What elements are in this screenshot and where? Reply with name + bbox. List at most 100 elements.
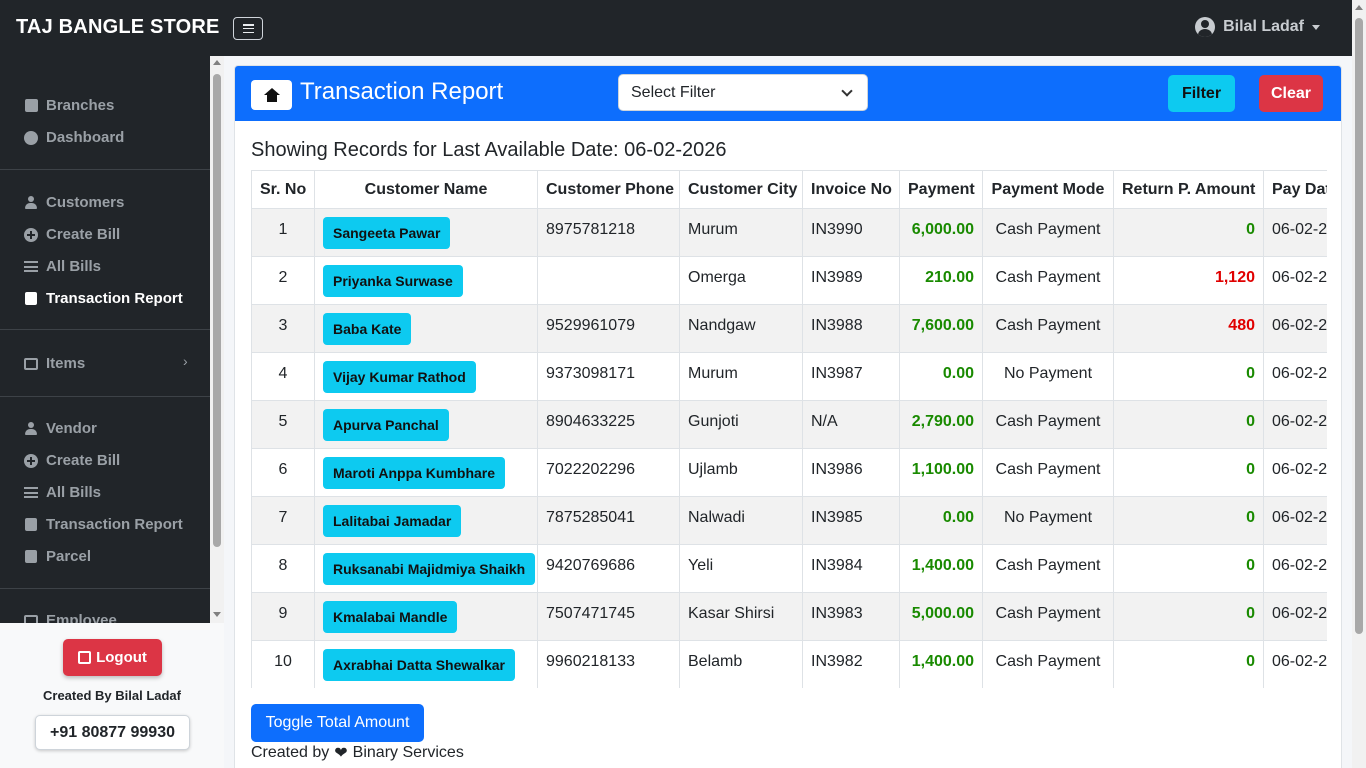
sidebar-item-parcel[interactable]: Parcel bbox=[24, 548, 91, 565]
chevron-right-icon[interactable]: › bbox=[183, 353, 188, 369]
customer-name-badge[interactable]: Vijay Kumar Rathod bbox=[323, 361, 476, 393]
customer-name-badge[interactable]: Axrabhai Datta Shewalkar bbox=[323, 649, 515, 681]
sidebar-item-create-bill[interactable]: Create Bill bbox=[24, 226, 120, 243]
customer-name-badge[interactable]: Maroti Anppa Kumbhare bbox=[323, 457, 506, 489]
sidebar-item-label: Create Bill bbox=[46, 226, 121, 243]
logout-icon bbox=[78, 651, 92, 664]
sidebar-item-branches[interactable]: Branches bbox=[24, 97, 114, 114]
list-icon bbox=[24, 260, 38, 274]
customer-city-cell: Murum bbox=[679, 208, 803, 257]
sidebar-item-customers[interactable]: Customers bbox=[24, 194, 124, 211]
customer-name-badge[interactable]: Kmalabai Mandle bbox=[323, 601, 458, 633]
sidebar-scrollbar[interactable] bbox=[210, 56, 224, 623]
calendar-icon bbox=[24, 518, 38, 532]
logout-button[interactable]: Logout bbox=[63, 639, 162, 676]
filter-select[interactable]: Select Filter bbox=[618, 74, 868, 111]
column-header[interactable]: Invoice No bbox=[802, 170, 900, 209]
customer-phone-cell: 7875285041 bbox=[537, 496, 680, 545]
table-icon bbox=[24, 614, 38, 623]
scroll-up-icon[interactable] bbox=[213, 60, 221, 65]
footer-prefix: Created by bbox=[251, 744, 330, 761]
sidebar-item-items[interactable]: Items bbox=[24, 355, 85, 372]
column-header[interactable]: Sr. No bbox=[251, 170, 315, 209]
filter-button[interactable]: Filter bbox=[1168, 75, 1235, 112]
scrollbar-thumb[interactable] bbox=[213, 74, 221, 547]
pay-date-cell: 06-02-2026 bbox=[1263, 640, 1327, 688]
column-header[interactable]: Payment Mode bbox=[982, 170, 1114, 209]
customer-city-cell: Ujlamb bbox=[679, 448, 803, 497]
sidebar-item-transaction-report[interactable]: Transaction Report bbox=[24, 290, 183, 307]
column-header[interactable]: Customer Phone bbox=[537, 170, 680, 209]
logout-label: Logout bbox=[96, 649, 147, 666]
return-amount-cell: 480 bbox=[1113, 304, 1264, 353]
scroll-down-icon[interactable] bbox=[213, 612, 221, 617]
transaction-table-container[interactable]: Sr. No Customer Name Customer Phone Cust… bbox=[251, 170, 1327, 688]
plus-circle-icon bbox=[24, 227, 38, 242]
user-menu[interactable]: Bilal Ladaf bbox=[1195, 17, 1320, 37]
invoice-no-cell: IN3989 bbox=[802, 256, 900, 305]
sidebar-item-label: All Bills bbox=[46, 258, 102, 275]
sidebar-item-dashboard[interactable]: Dashboard bbox=[24, 129, 124, 146]
customer-name-badge[interactable]: Apurva Panchal bbox=[323, 409, 449, 441]
sidebar-toggle-button[interactable] bbox=[233, 17, 263, 40]
customer-name-badge[interactable]: Priyanka Surwase bbox=[323, 265, 463, 297]
main-content: Transaction Report Select Filter Filter … bbox=[224, 56, 1352, 768]
invoice-no-cell: IN3983 bbox=[802, 592, 900, 641]
customer-name-badge[interactable]: Ruksanabi Majidmiya Shaikh bbox=[323, 553, 536, 585]
calendar-icon bbox=[24, 550, 38, 564]
scrollbar-thumb[interactable] bbox=[1355, 18, 1363, 634]
payment-cell: 210.00 bbox=[899, 256, 983, 305]
column-header[interactable]: Customer City bbox=[679, 170, 803, 209]
customer-phone-cell: 9420769686 bbox=[537, 544, 680, 593]
scroll-up-icon[interactable] bbox=[1355, 5, 1363, 10]
invoice-no-cell: N/A bbox=[802, 400, 900, 449]
customer-name-cell: Ruksanabi Majidmiya Shaikh bbox=[314, 544, 538, 593]
sidebar-item-vendor-all-bills[interactable]: All Bills bbox=[24, 484, 101, 501]
table-row: 5 Apurva Panchal 8904633225 Gunjoti N/A 2,790… bbox=[251, 400, 1327, 449]
page-title: Transaction Report bbox=[300, 78, 504, 105]
sidebar-item-employee[interactable]: Employee bbox=[24, 612, 117, 623]
customer-name-badge[interactable]: Sangeeta Pawar bbox=[323, 217, 451, 249]
payment-cell: 1,100.00 bbox=[899, 448, 983, 497]
customer-name-cell: Baba Kate bbox=[314, 304, 538, 353]
return-amount-cell: 0 bbox=[1113, 544, 1264, 593]
sidebar-item-vendor[interactable]: Vendor bbox=[24, 420, 97, 437]
sr-no-cell: 7 bbox=[251, 496, 315, 545]
customer-name-badge[interactable]: Baba Kate bbox=[323, 313, 412, 345]
pay-date-cell: 06-02-2026 bbox=[1263, 304, 1327, 353]
return-amount-cell: 1,120 bbox=[1113, 256, 1264, 305]
home-button[interactable] bbox=[251, 80, 292, 110]
invoice-no-cell: IN3987 bbox=[802, 352, 900, 401]
clear-button[interactable]: Clear bbox=[1259, 75, 1323, 112]
customer-city-cell: Nalwadi bbox=[679, 496, 803, 545]
payment-mode-cell: Cash Payment bbox=[982, 256, 1114, 305]
invoice-no-cell: IN3990 bbox=[802, 208, 900, 257]
plus-circle-icon bbox=[24, 453, 38, 468]
customer-phone-cell: 7507471745 bbox=[537, 592, 680, 641]
user-circle-icon bbox=[1195, 17, 1216, 37]
return-amount-cell: 0 bbox=[1113, 352, 1264, 401]
pay-date-cell: 06-02-2026 bbox=[1263, 448, 1327, 497]
sr-no-cell: 2 bbox=[251, 256, 315, 305]
toggle-total-amount-button[interactable]: Toggle Total Amount bbox=[251, 704, 424, 742]
customer-phone-cell: 8975781218 bbox=[537, 208, 680, 257]
payment-cell: 5,000.00 bbox=[899, 592, 983, 641]
phone-button[interactable]: +91 80877 99930 bbox=[35, 715, 190, 750]
payment-mode-cell: Cash Payment bbox=[982, 400, 1114, 449]
column-header[interactable]: Payment bbox=[899, 170, 983, 209]
customer-name-cell: Sangeeta Pawar bbox=[314, 208, 538, 257]
sidebar-item-label: All Bills bbox=[46, 484, 102, 501]
column-header[interactable]: Pay Date bbox=[1263, 170, 1327, 209]
column-header[interactable]: Customer Name bbox=[314, 170, 538, 209]
sidebar-divider bbox=[0, 169, 210, 170]
return-amount-cell: 0 bbox=[1113, 592, 1264, 641]
sidebar-item-all-bills[interactable]: All Bills bbox=[24, 258, 101, 275]
customer-name-cell: Axrabhai Datta Shewalkar bbox=[314, 640, 538, 688]
page-scrollbar[interactable] bbox=[1352, 0, 1366, 768]
sidebar-item-vendor-create-bill[interactable]: Create Bill bbox=[24, 452, 120, 469]
sidebar: Branches Dashboard Customers Create Bill… bbox=[0, 56, 210, 623]
customer-name-badge[interactable]: Lalitabai Jamadar bbox=[323, 505, 462, 537]
column-header[interactable]: Return P. Amount bbox=[1113, 170, 1264, 209]
brand-title[interactable]: TAJ BANGLE STORE bbox=[16, 16, 220, 38]
sidebar-item-vendor-transaction-report[interactable]: Transaction Report bbox=[24, 516, 183, 533]
